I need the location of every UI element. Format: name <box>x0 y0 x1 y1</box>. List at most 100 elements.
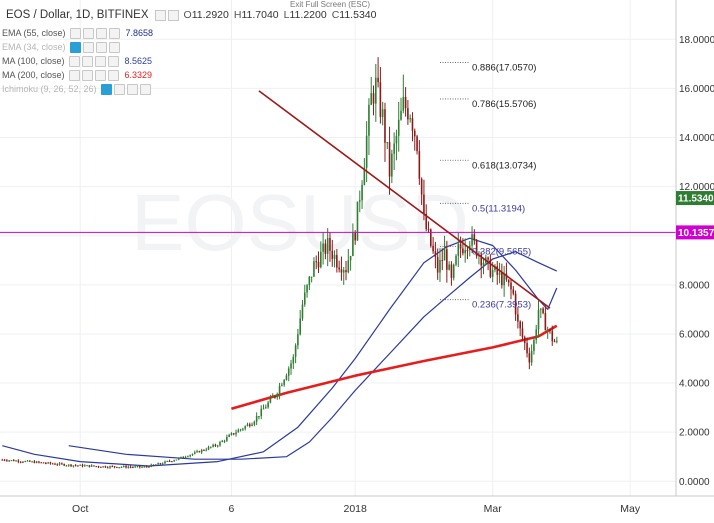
candle-body <box>127 466 130 468</box>
candle-body <box>501 272 503 286</box>
candle-body <box>427 229 430 231</box>
indicator-legend-row[interactable]: EMA (55, close) 7.8658 <box>2 26 153 40</box>
settings-icon[interactable] <box>167 9 179 21</box>
indicator-name: MA (200, close) <box>2 70 65 80</box>
candle-body <box>33 461 36 463</box>
candle-body <box>365 135 368 168</box>
candle-body <box>462 248 464 254</box>
candle-body <box>100 466 102 468</box>
candle-body <box>436 256 439 273</box>
close-icon[interactable] <box>94 69 106 81</box>
candle-body <box>132 466 134 468</box>
close-icon[interactable] <box>95 27 107 39</box>
candle-body <box>54 463 56 465</box>
candle-body <box>63 463 65 466</box>
y-tick-label: 2.0000 <box>679 428 710 439</box>
candle-body <box>19 461 22 463</box>
candle-body <box>122 465 125 467</box>
candle-body <box>363 167 366 185</box>
indicator-legend-row[interactable]: MA (100, close) 8.5625 <box>2 54 152 68</box>
indicator-value: 6.3329 <box>124 70 153 80</box>
eye-icon[interactable] <box>68 69 80 81</box>
candle-body <box>384 109 386 143</box>
candle-body <box>519 321 521 329</box>
candle-body <box>24 461 27 463</box>
candle-body <box>12 460 15 462</box>
candle-body <box>299 318 301 335</box>
candle-body <box>377 77 379 83</box>
candle-body <box>475 240 478 257</box>
candle-body <box>6 460 8 462</box>
more-icon[interactable] <box>139 83 151 95</box>
candle-body <box>216 445 219 447</box>
candle-body <box>457 244 460 256</box>
candle-body <box>331 250 334 259</box>
candle-body <box>49 462 52 464</box>
candle-body <box>148 466 150 468</box>
candle-body <box>498 272 501 275</box>
settings-icon[interactable] <box>82 27 94 39</box>
indicator-legend-row[interactable]: EMA (34, close) <box>2 40 126 54</box>
candle-body <box>90 465 93 467</box>
candle-body <box>370 93 373 105</box>
candle-body <box>388 142 391 177</box>
candle-body <box>226 437 228 441</box>
indicator-buttons <box>68 69 119 81</box>
eye-icon[interactable] <box>69 41 81 53</box>
settings-icon[interactable] <box>82 41 94 53</box>
candle-body <box>262 408 265 410</box>
candle-body <box>409 118 411 120</box>
settings-icon[interactable] <box>81 69 93 81</box>
candle-body <box>161 463 164 465</box>
candle-body <box>381 109 384 117</box>
candle-body <box>168 460 171 462</box>
indicator-name: EMA (55, close) <box>2 28 66 38</box>
more-icon[interactable] <box>108 27 120 39</box>
close-icon[interactable] <box>95 41 107 53</box>
candle-body <box>88 465 91 467</box>
candle-body <box>221 440 224 443</box>
candle-body <box>276 393 279 398</box>
candle-body <box>136 465 139 467</box>
candle-body <box>239 429 242 431</box>
fib-level-label: 0.886(17.0570) <box>472 62 536 73</box>
indicator-legend-row[interactable]: MA (200, close) 6.3329 <box>2 68 152 82</box>
close-icon[interactable] <box>94 55 106 67</box>
candle-body <box>397 119 400 136</box>
watermark-text: EOSUSD <box>131 178 469 267</box>
candle-body <box>544 313 547 331</box>
y-tick-label: 16.0000 <box>679 84 714 95</box>
candle-body <box>93 465 95 467</box>
candle-body <box>553 341 556 343</box>
candle-body <box>349 256 352 261</box>
candle-body <box>102 466 104 468</box>
more-icon[interactable] <box>108 41 120 53</box>
settings-icon[interactable] <box>81 55 93 67</box>
eye-icon[interactable] <box>68 55 80 67</box>
candle-body <box>141 466 143 468</box>
candle-body <box>439 260 441 273</box>
exit-fullscreen-hint[interactable]: Exit Full Screen (ESC) <box>290 0 371 9</box>
close-icon[interactable] <box>126 83 138 95</box>
symbol-title[interactable]: EOS / Dollar, 1D, BITFINEX <box>6 9 149 21</box>
more-icon[interactable] <box>107 69 119 81</box>
candle-body <box>297 334 299 346</box>
candle-body <box>61 463 63 465</box>
candle-body <box>72 465 75 467</box>
candle-body <box>157 463 159 465</box>
candle-body <box>386 142 389 144</box>
candle-body <box>177 457 180 460</box>
settings-icon[interactable] <box>113 83 125 95</box>
eye-icon[interactable] <box>100 83 112 95</box>
settings-icon[interactable] <box>154 9 166 21</box>
indicator-legend-row[interactable]: Ichimoku (9, 26, 52, 26) <box>2 82 157 96</box>
more-icon[interactable] <box>107 55 119 67</box>
candle-body <box>244 426 246 429</box>
candle-body <box>354 232 356 241</box>
eye-icon[interactable] <box>69 27 81 39</box>
candle-body <box>274 396 276 398</box>
candle-body <box>372 93 375 104</box>
candle-body <box>77 465 79 467</box>
candle-body <box>278 385 281 394</box>
candle-body <box>1 459 4 461</box>
